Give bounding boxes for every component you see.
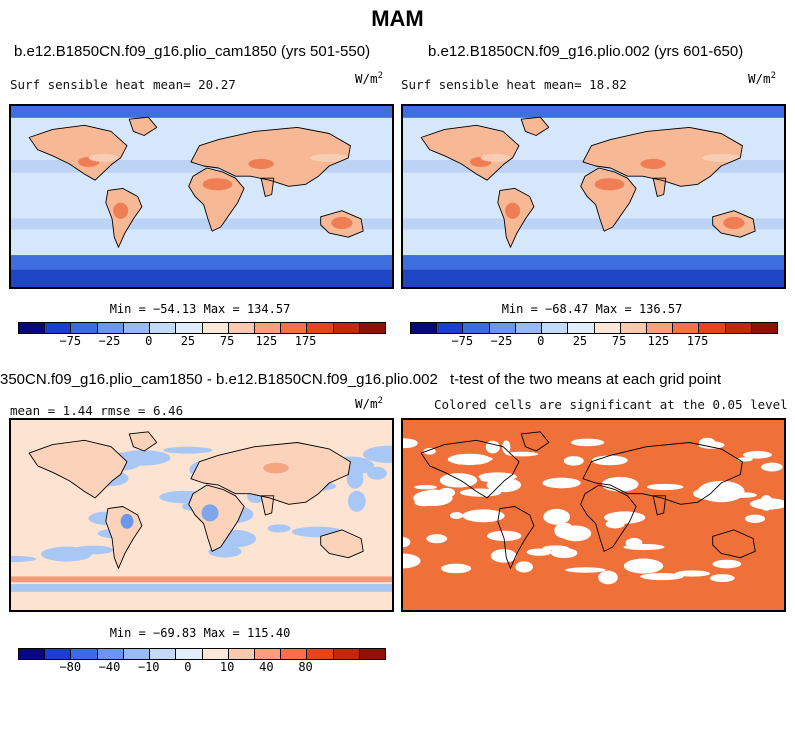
map3-svg bbox=[10, 419, 393, 611]
colorbar-swatch bbox=[71, 323, 98, 333]
panel4-title: t-test of the two means at each grid poi… bbox=[450, 371, 721, 388]
colorbar-swatch bbox=[123, 323, 151, 333]
panel3-subtitle: mean = 1.44 rmse = 6.46 bbox=[10, 403, 184, 418]
colorbar-tick-label: −40 bbox=[98, 660, 121, 674]
map4-svg bbox=[402, 419, 785, 611]
colorbar-swatch bbox=[725, 323, 752, 333]
colorbar-tick-label: 0 bbox=[145, 334, 153, 348]
colorbar-tick-label: −25 bbox=[490, 334, 513, 348]
colorbar-swatch bbox=[359, 323, 386, 333]
panel2-subtitle: Surf sensible heat mean= 18.82 bbox=[401, 77, 627, 92]
colorbar-tick-label: 125 bbox=[255, 334, 278, 348]
colorbar-swatch bbox=[463, 323, 490, 333]
colorbar-swatch bbox=[359, 649, 386, 659]
colorbar-tick-label: 40 bbox=[259, 660, 274, 674]
colorbar-swatch bbox=[333, 649, 360, 659]
map1-svg bbox=[10, 105, 393, 288]
colorbar-tick-label: −75 bbox=[451, 334, 474, 348]
colorbar-swatch bbox=[594, 323, 621, 333]
colorbar-swatch bbox=[202, 649, 229, 659]
panel2-units: W/m2 bbox=[748, 71, 776, 87]
colorbar-tick-label: −80 bbox=[59, 660, 82, 674]
colorbar-tick-label: 75 bbox=[219, 334, 235, 348]
panel2-minmax: Min = −68.47 Max = 136.57 bbox=[501, 302, 683, 316]
colorbar-tick-label: −75 bbox=[59, 334, 82, 348]
colorbar-swatch bbox=[19, 323, 46, 333]
colorbar-swatch bbox=[568, 323, 595, 333]
colorbar-panel3 bbox=[18, 648, 386, 660]
colorbar-swatch bbox=[228, 649, 255, 659]
colorbar-swatch bbox=[176, 323, 203, 333]
colorbar-swatch bbox=[751, 323, 778, 333]
panel2-title: b.e12.B1850CN.f09_g16.plio.002 (yrs 601-… bbox=[428, 43, 744, 60]
colorbar-swatch bbox=[254, 649, 282, 659]
colorbar-swatch bbox=[411, 323, 438, 333]
colorbar-swatch bbox=[307, 323, 334, 333]
colorbar-swatch bbox=[489, 323, 516, 333]
colorbar-swatch bbox=[45, 323, 72, 333]
map-field bbox=[402, 419, 785, 611]
colorbar-swatch bbox=[202, 323, 229, 333]
panel3-title: 350CN.f09_g16.plio_cam1850 - b.e12.B1850… bbox=[0, 371, 438, 388]
colorbar-tick-label: 75 bbox=[611, 334, 627, 348]
map-panel2 bbox=[401, 104, 786, 289]
map-field bbox=[10, 419, 393, 611]
colorbar-swatch bbox=[281, 649, 308, 659]
colorbar-swatch bbox=[150, 649, 177, 659]
colorbar-panel1 bbox=[18, 322, 386, 334]
colorbar-swatch bbox=[673, 323, 700, 333]
colorbar-swatch bbox=[45, 649, 72, 659]
colorbar-swatch bbox=[333, 323, 360, 333]
colorbar-swatch bbox=[307, 649, 334, 659]
colorbar-tick-label: 175 bbox=[294, 334, 317, 348]
figure-title: MAM bbox=[371, 6, 424, 31]
colorbar-tick-label: 175 bbox=[686, 334, 709, 348]
panel3-minmax: Min = −69.83 Max = 115.40 bbox=[109, 626, 291, 640]
panel1-subtitle: Surf sensible heat mean= 20.27 bbox=[10, 77, 236, 92]
colorbar-tick-label: 80 bbox=[298, 660, 313, 674]
colorbar-swatch bbox=[437, 323, 464, 333]
colorbar-tick-label: 25 bbox=[180, 334, 196, 348]
colorbar-swatch bbox=[97, 649, 124, 659]
colorbar-tick-label: 0 bbox=[184, 660, 192, 674]
colorbar-swatch bbox=[123, 649, 151, 659]
colorbar-swatch bbox=[228, 323, 255, 333]
colorbar-panel2 bbox=[410, 322, 778, 334]
colorbar-tick-label: 0 bbox=[537, 334, 545, 348]
map2-svg bbox=[402, 105, 785, 288]
colorbar-swatch bbox=[176, 649, 203, 659]
colorbar-tick-label: 125 bbox=[647, 334, 670, 348]
colorbar-swatch bbox=[620, 323, 647, 333]
colorbar-swatch bbox=[150, 323, 177, 333]
colorbar-swatch bbox=[515, 323, 543, 333]
map-field bbox=[10, 105, 393, 288]
colorbar-tick-label: 10 bbox=[219, 660, 235, 674]
colorbar-swatch bbox=[254, 323, 282, 333]
map-field bbox=[402, 105, 785, 288]
colorbar-swatch bbox=[97, 323, 124, 333]
colorbar-swatch bbox=[281, 323, 308, 333]
panel1-title: b.e12.B1850CN.f09_g16.plio_cam1850 (yrs … bbox=[14, 43, 371, 60]
colorbar-swatch bbox=[699, 323, 726, 333]
colorbar-swatch bbox=[71, 649, 98, 659]
map-panel1 bbox=[9, 104, 394, 289]
panel3-units: W/m2 bbox=[355, 396, 383, 412]
colorbar-tick-label: 25 bbox=[572, 334, 588, 348]
map-panel3 bbox=[9, 418, 394, 612]
colorbar-swatch bbox=[542, 323, 569, 333]
colorbar-swatch bbox=[19, 649, 46, 659]
map-panel4 bbox=[401, 418, 786, 612]
panel1-units: W/m2 bbox=[355, 71, 383, 87]
colorbar-swatch bbox=[646, 323, 674, 333]
panel1-minmax: Min = −54.13 Max = 134.57 bbox=[109, 302, 291, 316]
colorbar-tick-label: −25 bbox=[98, 334, 121, 348]
panel4-subtitle: Colored cells are significant at the 0.0… bbox=[434, 397, 788, 412]
colorbar-tick-label: −10 bbox=[137, 660, 160, 674]
